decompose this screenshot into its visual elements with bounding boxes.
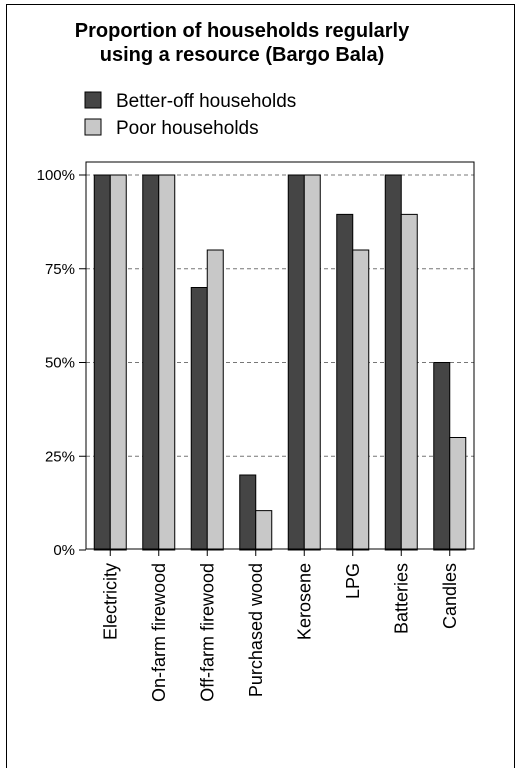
chart-title-line-2: using a resource (Bargo Bala) <box>100 44 385 66</box>
bar-batteries-poor <box>400 213 418 551</box>
x-tick-label: LPG <box>343 563 363 599</box>
x-axis: Electricity On-farm firewood Off-farm fire… <box>100 549 460 702</box>
bar-kerosene-poor <box>303 174 321 551</box>
x-tick-label: Kerosene <box>294 563 314 640</box>
y-tick-label: 75% <box>45 261 75 278</box>
bar-lpg-better-off <box>336 213 354 551</box>
x-tick-label: Off-farm firewood <box>197 563 217 702</box>
x-tick-label: Batteries <box>391 563 411 634</box>
plot-area <box>85 161 475 550</box>
bar-off-farm-firewood-better-off <box>190 287 208 551</box>
legend-label-better-off: Better-off households <box>116 91 296 112</box>
y-axis: 0% 25% 50% 75% 100% <box>37 167 86 559</box>
bar-purchased-wood-better-off <box>239 474 257 551</box>
x-tick-label: Electricity <box>100 563 120 640</box>
bar-off-farm-firewood-poor <box>206 249 224 551</box>
legend-label-poor: Poor households <box>116 118 259 139</box>
bar-electricity-better-off <box>93 174 111 551</box>
bar-candles-better-off <box>433 362 451 551</box>
y-tick-label: 0% <box>53 542 75 559</box>
bar-batteries-better-off <box>384 174 402 551</box>
bar-lpg-poor <box>352 249 370 551</box>
chart-title: Proportion of households regularly using… <box>75 20 410 66</box>
bar-on-farm-firewood-better-off <box>142 174 160 551</box>
legend-swatch-poor <box>84 118 102 136</box>
legend-swatch-better-off <box>84 91 102 109</box>
y-tick-label: 50% <box>45 355 75 372</box>
x-tick-label: Candles <box>440 563 460 629</box>
bar-purchased-wood-poor <box>255 510 273 551</box>
bar-kerosene-better-off <box>287 174 305 551</box>
y-tick-label: 100% <box>37 167 75 184</box>
x-tick-label: Purchased wood <box>246 563 266 697</box>
bar-electricity-poor <box>109 174 127 551</box>
bar-candles-poor <box>449 437 467 551</box>
x-tick-label: On-farm firewood <box>149 563 169 702</box>
y-tick-label: 25% <box>45 448 75 465</box>
legend: Better-off households Poor households <box>84 91 296 139</box>
chart-title-line-1: Proportion of households regularly <box>75 20 410 42</box>
bar-on-farm-firewood-poor <box>158 174 176 551</box>
bars <box>93 174 467 551</box>
